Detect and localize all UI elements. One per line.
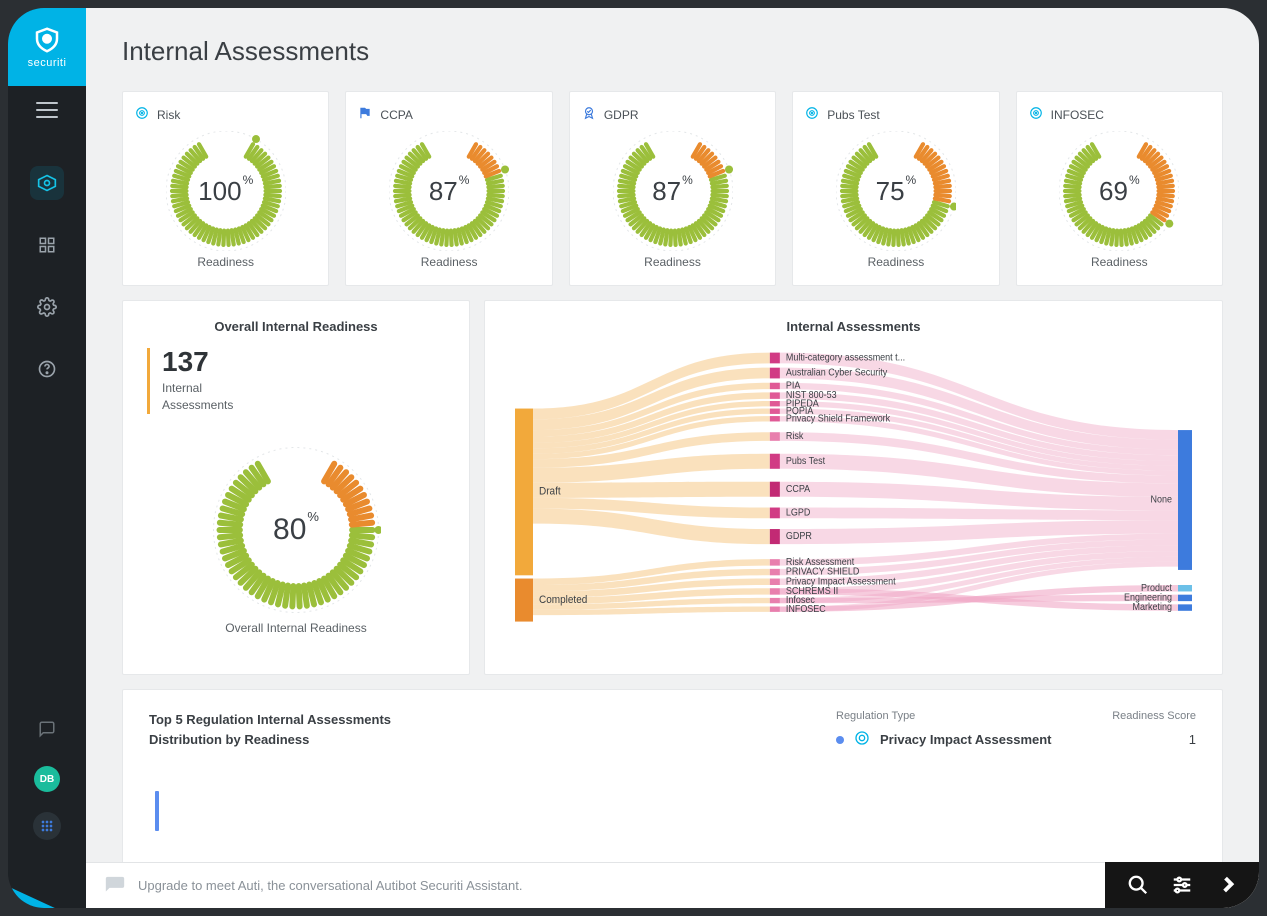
kpi-value: 100% [166, 131, 286, 251]
svg-text:Australian Cyber Security: Australian Cyber Security [786, 367, 888, 377]
distribution-mini-chart [149, 771, 1196, 831]
kpi-card[interactable]: CCPA 87% Readiness [345, 91, 552, 286]
readiness-score: 1 [1189, 732, 1196, 747]
kpi-value: 69% [1059, 131, 1179, 251]
panel-title: Overall Internal Readiness [143, 319, 449, 334]
kpi-card[interactable]: INFOSEC 69% Readiness [1016, 91, 1223, 286]
nav [30, 166, 64, 386]
kpi-label: INFOSEC [1051, 108, 1104, 122]
kpi-gauge: 87% [613, 131, 733, 251]
main: Internal Assessments Risk 100% Readiness… [86, 8, 1259, 908]
top5-title: Top 5 Regulation Internal Assessments Di… [149, 710, 391, 749]
kpi-label: CCPA [380, 108, 412, 122]
kpi-label: Pubs Test [827, 108, 879, 122]
kpi-card[interactable]: Pubs Test 75% Readiness [792, 91, 999, 286]
kpi-label: GDPR [604, 108, 639, 122]
assistant-prompt[interactable]: Upgrade to meet Auti, the conversational… [86, 862, 1105, 908]
kpi-row: Risk 100% Readiness CCPA 87% Readiness G… [122, 91, 1223, 286]
svg-text:Risk: Risk [786, 431, 804, 441]
nav-help-icon[interactable] [30, 352, 64, 386]
svg-text:Draft: Draft [539, 486, 561, 497]
kpi-value: 87% [613, 131, 733, 251]
svg-text:Pubs Test: Pubs Test [786, 456, 826, 466]
kpi-gauge: 100% [166, 131, 286, 251]
kpi-header: GDPR [582, 106, 763, 123]
svg-text:Completed: Completed [539, 595, 588, 606]
kpi-header: CCPA [358, 106, 539, 123]
nav-modules-icon[interactable] [30, 228, 64, 262]
overall-gauge-label: Overall Internal Readiness [225, 621, 366, 635]
brand-logo[interactable]: securiti [8, 8, 86, 86]
sidebar-corner-accent [8, 872, 86, 908]
assistant-bar: Upgrade to meet Auti, the conversational… [86, 862, 1259, 908]
sankey-chart: Draft Completed Multi-category assessment … [505, 344, 1202, 656]
svg-text:None: None [1151, 494, 1172, 504]
overall-gauge-value: 80% [211, 445, 381, 615]
search-icon[interactable] [1127, 874, 1149, 896]
col-score: Readiness Score [1112, 710, 1196, 722]
svg-text:INFOSEC: INFOSEC [786, 603, 826, 613]
svg-text:GDPR: GDPR [786, 531, 812, 541]
overall-readiness-panel: Overall Internal Readiness 137 Internal … [122, 300, 470, 675]
user-avatar[interactable]: DB [34, 766, 60, 792]
target-icon [854, 730, 870, 749]
count-label: Internal Assessments [162, 380, 449, 414]
chat-icon[interactable] [30, 712, 64, 746]
nav-settings-icon[interactable] [30, 290, 64, 324]
kpi-icon [135, 106, 149, 123]
page-title: Internal Assessments [122, 36, 1223, 67]
kpi-value: 75% [836, 131, 956, 251]
app-launcher-icon[interactable] [33, 812, 61, 840]
panel-title: Internal Assessments [505, 319, 1202, 334]
regulation-row[interactable]: Privacy Impact Assessment 1 [836, 722, 1196, 757]
kpi-sublabel: Readiness [582, 255, 763, 269]
nav-dashboard-icon[interactable] [30, 166, 64, 200]
kpi-gauge: 75% [836, 131, 956, 251]
menu-toggle[interactable] [36, 102, 58, 118]
row-marker [836, 736, 844, 744]
kpi-sublabel: Readiness [805, 255, 986, 269]
kpi-value: 87% [389, 131, 509, 251]
svg-text:Privacy Shield Framework: Privacy Shield Framework [786, 413, 891, 423]
kpi-card[interactable]: GDPR 87% Readiness [569, 91, 776, 286]
kpi-sublabel: Readiness [1029, 255, 1210, 269]
col-regulation: Regulation Type [836, 710, 915, 722]
build-icon[interactable] [1215, 874, 1237, 896]
kpi-icon [358, 106, 372, 123]
kpi-label: Risk [157, 108, 180, 122]
svg-text:LGPD: LGPD [786, 507, 811, 517]
kpi-icon [805, 106, 819, 123]
top5-panel: Top 5 Regulation Internal Assessments Di… [122, 689, 1223, 862]
kpi-card[interactable]: Risk 100% Readiness [122, 91, 329, 286]
filter-icon[interactable] [1171, 874, 1193, 896]
kpi-header: INFOSEC [1029, 106, 1210, 123]
kpi-header: Risk [135, 106, 316, 123]
count-value: 137 [162, 348, 449, 376]
kpi-icon [582, 106, 596, 123]
svg-text:Multi-category assessment t...: Multi-category assessment t... [786, 352, 905, 362]
kpi-icon [1029, 106, 1043, 123]
kpi-sublabel: Readiness [358, 255, 539, 269]
assistant-text: Upgrade to meet Auti, the conversational… [138, 878, 522, 893]
assessment-count: 137 Internal Assessments [147, 348, 449, 414]
brand-name: securiti [28, 57, 67, 69]
kpi-gauge: 87% [389, 131, 509, 251]
internal-assessments-panel: Internal Assessments Draft Completed Multi… [484, 300, 1223, 675]
sidebar: securiti [8, 8, 86, 908]
svg-text:Marketing: Marketing [1133, 602, 1172, 612]
svg-text:CCPA: CCPA [786, 484, 811, 494]
overall-gauge: 80% [211, 445, 381, 615]
kpi-sublabel: Readiness [135, 255, 316, 269]
kpi-header: Pubs Test [805, 106, 986, 123]
kpi-gauge: 69% [1059, 131, 1179, 251]
regulation-label: Privacy Impact Assessment [880, 732, 1052, 747]
